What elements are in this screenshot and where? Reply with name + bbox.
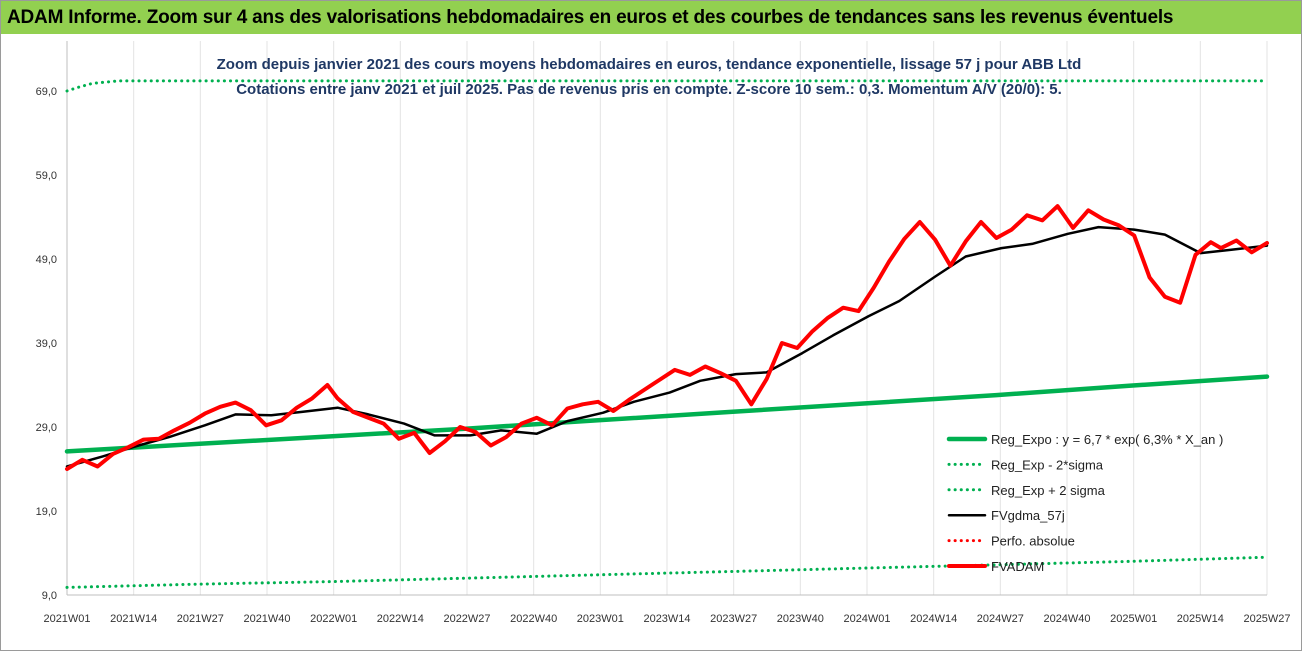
legend-label: FVgdma_57j <box>991 508 1065 523</box>
y-tick-label: 59,0 <box>36 170 57 182</box>
series-line-5 <box>65 204 1269 471</box>
header-bar: ADAM Informe. Zoom sur 4 ans des valoris… <box>1 1 1301 34</box>
x-tick-label: 2024W14 <box>910 613 957 625</box>
series-line-3 <box>65 225 1269 468</box>
legend-label: Reg_Exp + 2 sigma <box>991 483 1106 498</box>
x-tick-label: 2025W14 <box>1177 613 1224 625</box>
x-tick-label: 2024W01 <box>843 613 890 625</box>
series-layer <box>64 79 1270 589</box>
x-tick-label: 2021W14 <box>110 613 157 625</box>
series-line-0 <box>64 374 1270 454</box>
y-tick-label: 9,0 <box>42 590 57 602</box>
x-tick-label: 2021W40 <box>243 613 290 625</box>
y-tick-label: 49,0 <box>36 254 57 266</box>
y-axis: 9,0 19,0 29,0 39,0 49,0 59,0 69,0 <box>36 41 68 602</box>
legend-label: Reg_Expo : y = 6,7 * exp( 6,3% * X_an ) <box>991 432 1223 447</box>
x-tick-label: 2024W40 <box>1043 613 1090 625</box>
x-tick-label: 2023W27 <box>710 613 757 625</box>
x-tick-label: 2024W27 <box>977 613 1024 625</box>
chart-title: Zoom depuis janvier 2021 des cours moyen… <box>217 56 1082 73</box>
legend-label: Perfo. absolue <box>991 534 1075 549</box>
x-tick-label: 2023W40 <box>777 613 824 625</box>
x-axis: 2021W01 2021W14 2021W27 2021W40 2022W01 2022W… <box>43 594 1291 625</box>
y-tick-label: 29,0 <box>36 422 57 434</box>
x-tick-label: 2025W27 <box>1243 613 1290 625</box>
x-tick-label: 2023W14 <box>643 613 690 625</box>
x-tick-label: 2025W01 <box>1110 613 1157 625</box>
legend-label: Reg_Exp - 2*sigma <box>991 457 1104 472</box>
x-tick-label: 2021W27 <box>177 613 224 625</box>
x-tick-label: 2021W01 <box>43 613 90 625</box>
legend: Reg_Expo : y = 6,7 * exp( 6,3% * X_an ) R… <box>946 432 1223 574</box>
y-tick-label: 39,0 <box>36 338 57 350</box>
y-tick-label: 69,0 <box>36 86 57 98</box>
page-title: ADAM Informe. Zoom sur 4 ans des valoris… <box>7 7 1174 28</box>
x-tick-label: 2022W01 <box>310 613 357 625</box>
x-tick-label: 2022W27 <box>443 613 490 625</box>
series-line-2 <box>65 79 1269 93</box>
series-line-1 <box>65 555 1269 589</box>
x-tick-label: 2022W40 <box>510 613 557 625</box>
x-tick-label: 2023W01 <box>577 613 624 625</box>
legend-label: FVADAM <box>991 559 1044 574</box>
y-tick-label: 19,0 <box>36 506 57 518</box>
chart-subtitle: Cotations entre janv 2021 et juil 2025. … <box>236 81 1062 98</box>
x-tick-label: 2022W14 <box>377 613 424 625</box>
grid <box>66 41 1268 595</box>
